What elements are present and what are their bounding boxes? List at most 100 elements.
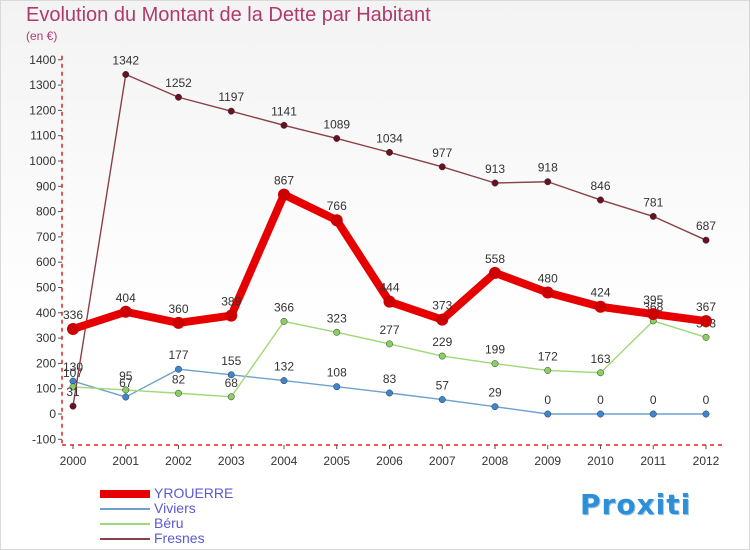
data-point (122, 71, 130, 78)
data-label: 336 (63, 308, 83, 322)
data-label: 0 (703, 393, 710, 407)
data-point (491, 360, 499, 368)
x-tick-label: 2012 (693, 454, 720, 468)
x-tick-label: 2009 (534, 454, 561, 468)
data-point (438, 163, 446, 171)
data-label: 404 (116, 291, 136, 305)
x-tick-label: 2003 (218, 454, 245, 468)
legend-label: Fresnes (154, 530, 205, 546)
legend-label: Viviers (154, 500, 196, 516)
data-point (597, 196, 604, 204)
data-point (649, 410, 657, 418)
data-label: 977 (432, 146, 452, 160)
data-point (544, 367, 552, 374)
data-point (278, 188, 290, 201)
data-label: 867 (274, 174, 294, 188)
x-tick-label: 2011 (640, 454, 666, 468)
data-point (227, 107, 235, 115)
data-label: 444 (379, 281, 399, 295)
data-label: 0 (650, 393, 657, 407)
y-tick-label: 900 (36, 179, 56, 193)
data-label: 0 (544, 393, 551, 407)
data-label: 558 (485, 252, 505, 266)
x-tick-label: 2002 (165, 454, 192, 468)
data-label: 846 (590, 179, 610, 193)
legend-label: Béru (154, 515, 184, 531)
data-label: 277 (379, 323, 399, 337)
data-point (386, 340, 393, 348)
data-label: 1034 (376, 131, 403, 145)
data-label: 1252 (165, 76, 192, 90)
legend-swatch (100, 490, 150, 498)
data-point (227, 371, 235, 379)
data-label: 766 (327, 199, 347, 213)
data-point (438, 396, 446, 404)
data-label: 480 (538, 272, 558, 286)
data-point (225, 309, 238, 322)
data-point (175, 389, 182, 397)
data-point (119, 305, 132, 318)
y-tick-label: 200 (36, 356, 56, 370)
chart-subtitle: (en €) (26, 29, 58, 43)
data-label: 389 (221, 295, 241, 309)
data-label: 229 (432, 335, 452, 349)
data-point (438, 352, 446, 360)
data-label: 1197 (218, 90, 244, 104)
data-point (383, 295, 396, 308)
data-point (597, 369, 604, 377)
data-point (386, 389, 393, 397)
data-point (330, 214, 343, 227)
y-tick-label: 600 (36, 255, 56, 269)
data-point (172, 316, 185, 329)
data-point (333, 135, 341, 142)
y-tick-label: 1000 (29, 154, 56, 168)
data-label: 918 (538, 161, 558, 175)
data-label: 1089 (323, 117, 350, 131)
x-tick-label: 2004 (271, 454, 298, 468)
data-label: 108 (327, 366, 347, 380)
data-point (649, 212, 657, 220)
data-point (702, 333, 710, 341)
data-point (227, 393, 235, 401)
data-label: 1342 (112, 53, 139, 67)
y-tick-label: 1400 (29, 53, 56, 67)
data-label: 132 (274, 360, 294, 374)
data-point (544, 178, 552, 186)
data-point (122, 386, 130, 394)
data-label: 913 (485, 162, 505, 176)
x-tick-label: 2010 (587, 454, 614, 468)
data-label: 395 (643, 293, 663, 307)
data-point (702, 236, 710, 244)
data-point (333, 328, 341, 336)
data-point (280, 377, 288, 385)
data-point (489, 266, 501, 279)
y-tick-label: 300 (36, 331, 56, 345)
data-label: 163 (590, 352, 610, 366)
data-label: 177 (168, 348, 188, 362)
x-tick-label: 2001 (112, 454, 139, 468)
data-label: 687 (696, 219, 716, 233)
data-point (647, 308, 660, 321)
data-point (541, 286, 554, 299)
y-tick-label: 1200 (29, 103, 56, 117)
data-point (700, 315, 712, 328)
data-point (436, 313, 449, 326)
data-point (122, 393, 130, 401)
data-label: 366 (274, 300, 294, 314)
data-label: 367 (696, 300, 716, 314)
legend-swatch (100, 508, 150, 510)
data-label: 82 (172, 372, 186, 386)
data-point (69, 402, 77, 410)
legend-swatch (100, 523, 150, 525)
y-tick-label: 100 (36, 382, 56, 396)
data-label: 323 (327, 311, 347, 325)
x-tick-label: 2008 (482, 454, 509, 468)
y-tick-label: 1100 (30, 129, 56, 143)
brand-logo: Proxiti (580, 488, 692, 521)
y-tick-label: 700 (36, 230, 56, 244)
data-label: 83 (383, 372, 397, 386)
y-tick-label: 800 (36, 205, 56, 219)
data-point (67, 322, 79, 335)
data-label: 373 (432, 299, 452, 313)
